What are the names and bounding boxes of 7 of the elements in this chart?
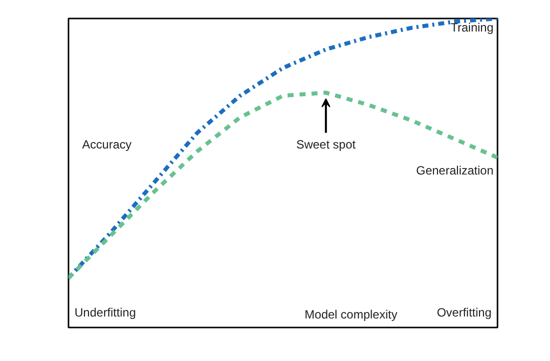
- annotation: Overfitting: [436, 306, 492, 320]
- y-axis-title: Accuracy: [82, 138, 132, 152]
- series-label: Training: [450, 20, 494, 34]
- annotation: Underfitting: [74, 306, 136, 320]
- annotation: Sweet spot: [296, 137, 356, 152]
- series-label: Generalization: [416, 164, 494, 178]
- x-axis-title: Model complexity: [304, 308, 398, 322]
